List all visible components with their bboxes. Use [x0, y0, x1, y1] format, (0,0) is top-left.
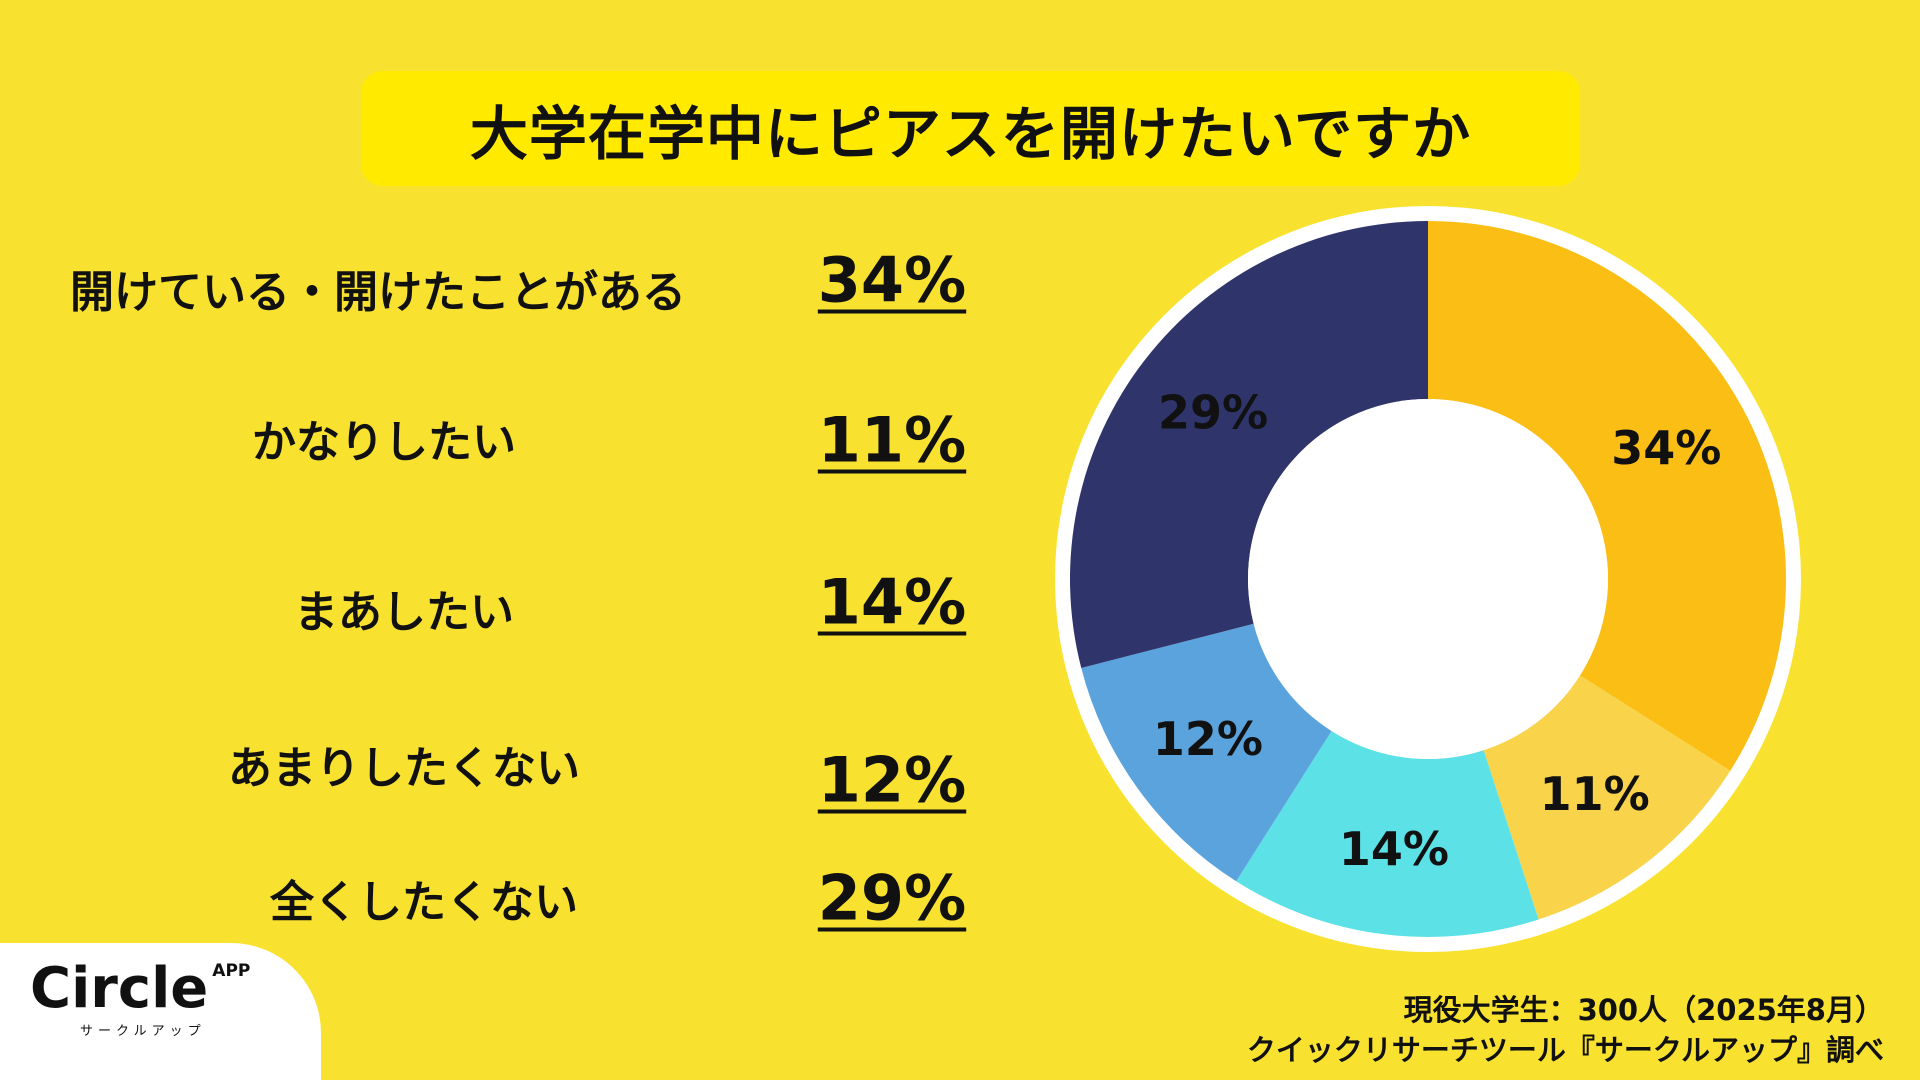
donut-slice — [1483, 675, 1731, 920]
donut-slice — [1236, 730, 1539, 937]
percent-label: 14% — [817, 565, 967, 639]
slice-value-label: 11% — [1540, 767, 1650, 821]
donut-slice — [1070, 221, 1428, 669]
category-label: 全くしたくない — [270, 877, 578, 928]
slice-value-label: 12% — [1153, 712, 1263, 766]
logo-text: Circle — [30, 956, 209, 1021]
slice-value-label: 29% — [1158, 385, 1268, 439]
slice-value-label: 34% — [1611, 421, 1721, 475]
category-label: かなりしたい — [252, 417, 516, 468]
slice-value-label: 14% — [1339, 822, 1449, 876]
logo-badge: APP — [212, 961, 251, 981]
donut-hole — [1248, 399, 1608, 759]
category-label: まあしたい — [294, 587, 514, 638]
source-line-1: 現役大学生：300人（2025年8月） — [1403, 993, 1884, 1027]
logo-subtitle: サークルアップ — [80, 1024, 206, 1039]
source-line-2: クイックリサーチツール『サークルアップ』調べ — [1246, 1033, 1884, 1067]
percent-label: 12% — [817, 743, 967, 817]
percent-label: 34% — [817, 243, 967, 317]
percent-label: 29% — [817, 861, 967, 935]
source-note: 現役大学生：300人（2025年8月） クイックリサーチツール『サークルアップ』… — [1247, 990, 1884, 1070]
logo-row: Circle APP — [30, 961, 250, 1017]
category-label: あまりしたくない — [228, 743, 580, 794]
title-box: 大学在学中にピアスを開けたいですか — [361, 71, 1580, 186]
donut-slice — [1081, 623, 1332, 882]
percent-label: 11% — [817, 403, 967, 477]
chart-title: 大学在学中にピアスを開けたいですか — [469, 99, 1472, 168]
logo-area: Circle APP サークルアップ — [0, 943, 321, 1080]
category-label: 開けている・開けたことがある — [70, 267, 686, 318]
donut-slice — [1428, 221, 1786, 771]
